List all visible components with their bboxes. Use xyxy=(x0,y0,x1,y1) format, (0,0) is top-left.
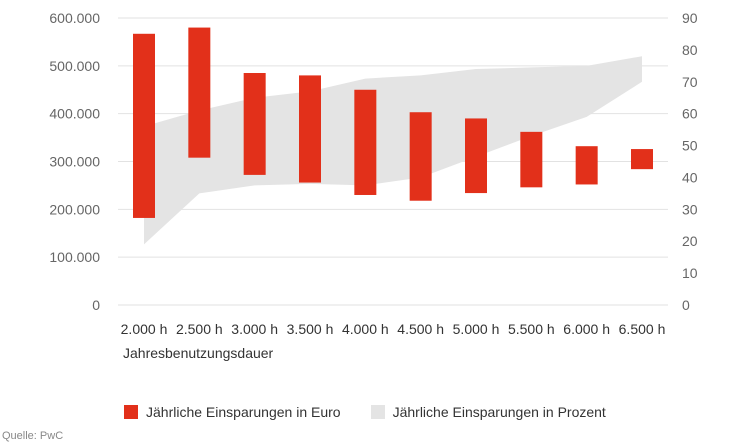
x-tick-label: 5.000 h xyxy=(453,321,500,337)
bar-euro xyxy=(575,146,598,185)
right-tick-label: 80 xyxy=(682,42,698,58)
x-tick-label: 3.000 h xyxy=(231,321,278,337)
legend-label-percent: Jährliche Einsparungen in Prozent xyxy=(392,404,606,420)
right-tick-label: 70 xyxy=(682,74,698,90)
legend-item-percent: Jährliche Einsparungen in Prozent xyxy=(370,404,606,420)
legend-swatch-percent xyxy=(370,405,385,419)
left-tick-label: 600.000 xyxy=(49,10,100,26)
x-tick-label: 4.000 h xyxy=(342,321,389,337)
bar-euro xyxy=(409,112,432,201)
right-tick-label: 20 xyxy=(682,233,698,249)
left-tick-label: 100.000 xyxy=(49,249,100,265)
bar-euro xyxy=(465,118,487,194)
right-tick-label: 30 xyxy=(682,201,698,217)
left-tick-label: 300.000 xyxy=(49,154,100,170)
left-tick-label: 200.000 xyxy=(49,201,100,217)
x-tick-label: 5.500 h xyxy=(508,321,555,337)
x-tick-label: 3.500 h xyxy=(287,321,334,337)
source-note: Quelle: PwC xyxy=(2,430,64,442)
left-tick-label: 400.000 xyxy=(49,106,100,122)
bar-euro xyxy=(299,75,321,183)
bar-euro xyxy=(631,149,653,170)
left-tick-label: 0 xyxy=(92,297,100,313)
x-axis-ticks: 2.000 h 2.500 h 3.000 h 3.500 h 4.000 h 4.500… xyxy=(121,321,666,337)
left-axis-ticks: 0 100.000 200.000 300.000 400.000 500.000 600.… xyxy=(49,10,100,313)
right-tick-label: 0 xyxy=(682,297,690,313)
right-tick-label: 50 xyxy=(682,138,698,154)
x-axis-label: Jahresbenutzungsdauer xyxy=(123,345,274,361)
bar-euro xyxy=(520,131,543,188)
percent-range-area xyxy=(144,56,642,245)
bar-euro xyxy=(354,89,377,195)
right-tick-label: 40 xyxy=(682,169,698,185)
legend-swatch-euro xyxy=(124,405,138,419)
legend-item-euro: Jährliche Einsparungen in Euro xyxy=(124,404,341,420)
euro-bars xyxy=(133,27,653,218)
x-tick-label: 2.500 h xyxy=(176,321,223,337)
x-tick-label: 6.500 h xyxy=(619,321,666,337)
bar-euro xyxy=(243,73,266,175)
bar-euro xyxy=(133,33,155,218)
left-tick-label: 500.000 xyxy=(49,58,100,74)
legend: Jährliche Einsparungen in Euro Jährliche… xyxy=(124,404,606,420)
x-tick-label: 2.000 h xyxy=(121,321,168,337)
x-tick-label: 4.500 h xyxy=(397,321,444,337)
right-axis-ticks: 0 10 20 30 40 50 60 70 80 90 xyxy=(682,10,698,313)
x-tick-label: 6.000 h xyxy=(563,321,610,337)
right-tick-label: 90 xyxy=(682,10,698,26)
legend-label-euro: Jährliche Einsparungen in Euro xyxy=(146,404,341,420)
bar-euro xyxy=(188,27,211,158)
right-tick-label: 60 xyxy=(682,106,698,122)
right-tick-label: 10 xyxy=(682,265,698,281)
